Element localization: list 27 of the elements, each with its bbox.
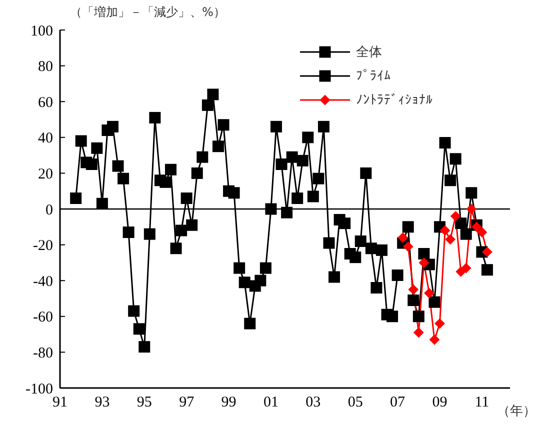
y-tick-label: 40 xyxy=(38,130,53,147)
x-tick-label: 11 xyxy=(474,394,490,411)
y-tick-label: -60 xyxy=(33,310,53,326)
x-tick-label: 91 xyxy=(52,394,68,411)
y-tick-label: -20 xyxy=(33,238,53,254)
x-axis-title: （年） xyxy=(497,403,533,420)
legend-label: ﾌﾟﾗｲﾑ xyxy=(356,68,391,84)
legend-label: 全体 xyxy=(356,44,382,61)
x-tick-label: 99 xyxy=(221,394,236,411)
x-tick-label: 95 xyxy=(136,394,152,411)
x-tick-label: 03 xyxy=(306,394,321,411)
y-tick-label: 80 xyxy=(38,59,53,76)
x-tick-label: 05 xyxy=(348,394,363,411)
x-tick-label: 09 xyxy=(432,394,448,411)
y-tick-label: -80 xyxy=(33,346,53,362)
y-tick-label: 20 xyxy=(38,166,53,183)
y-tick-label: 100 xyxy=(30,23,53,40)
y-tick-label: -40 xyxy=(33,274,53,290)
y-axis-title: （「増加」－「減少」、%） xyxy=(70,4,226,21)
x-tick-label: 93 xyxy=(94,394,110,411)
legend-label: ﾉﾝﾄﾗﾃﾞｨｼｮﾅﾙ xyxy=(356,92,433,108)
y-tick-label: 60 xyxy=(38,94,53,111)
x-tick-label: 97 xyxy=(179,394,195,411)
x-tick-label: 01 xyxy=(263,394,278,411)
y-tick-label: 0 xyxy=(46,202,53,218)
x-tick-label: 07 xyxy=(390,394,406,411)
y-tick-label: -100 xyxy=(26,381,53,398)
